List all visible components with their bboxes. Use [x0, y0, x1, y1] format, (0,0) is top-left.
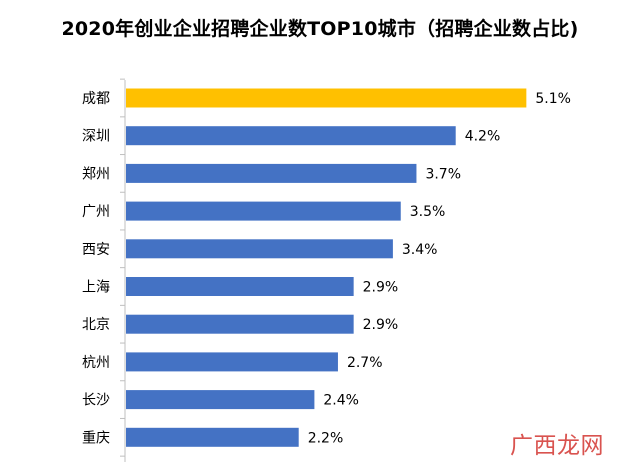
data-label: 3.5%: [410, 204, 446, 220]
category-label: 北京: [82, 317, 110, 333]
category-label: 广州: [82, 204, 110, 220]
data-label: 4.2%: [465, 129, 501, 145]
watermark-logo: 广西龙网: [510, 433, 604, 459]
bar-10: [126, 427, 299, 447]
bar-7: [126, 314, 354, 334]
bar-2: [126, 126, 456, 146]
bar-4: [126, 201, 401, 221]
data-label: 3.4%: [402, 242, 438, 258]
bar-6: [126, 277, 354, 296]
data-label: 5.1%: [535, 91, 571, 107]
data-label: 2.9%: [363, 317, 399, 333]
chart-title: 2020年创业企业招聘企业数TOP10城市（招聘企业数占比): [61, 18, 579, 40]
bar-8: [126, 352, 338, 372]
category-label: 郑州: [82, 166, 110, 182]
data-label: 2.9%: [363, 280, 399, 296]
category-label: 杭州: [82, 355, 110, 371]
bar-9: [126, 390, 315, 410]
data-label: 3.7%: [425, 166, 461, 182]
category-label: 西安: [82, 242, 110, 258]
category-label: 深圳: [82, 129, 110, 145]
data-label: 2.2%: [308, 430, 344, 446]
bar-1: [126, 88, 527, 108]
category-label: 重庆: [82, 430, 110, 446]
category-label: 成都: [82, 91, 110, 107]
data-label: 2.7%: [347, 355, 383, 371]
category-label: 上海: [82, 280, 110, 296]
category-label: 长沙: [82, 393, 110, 409]
bar-3: [126, 163, 417, 183]
bar-5: [126, 239, 393, 259]
data-label: 2.4%: [323, 393, 359, 409]
